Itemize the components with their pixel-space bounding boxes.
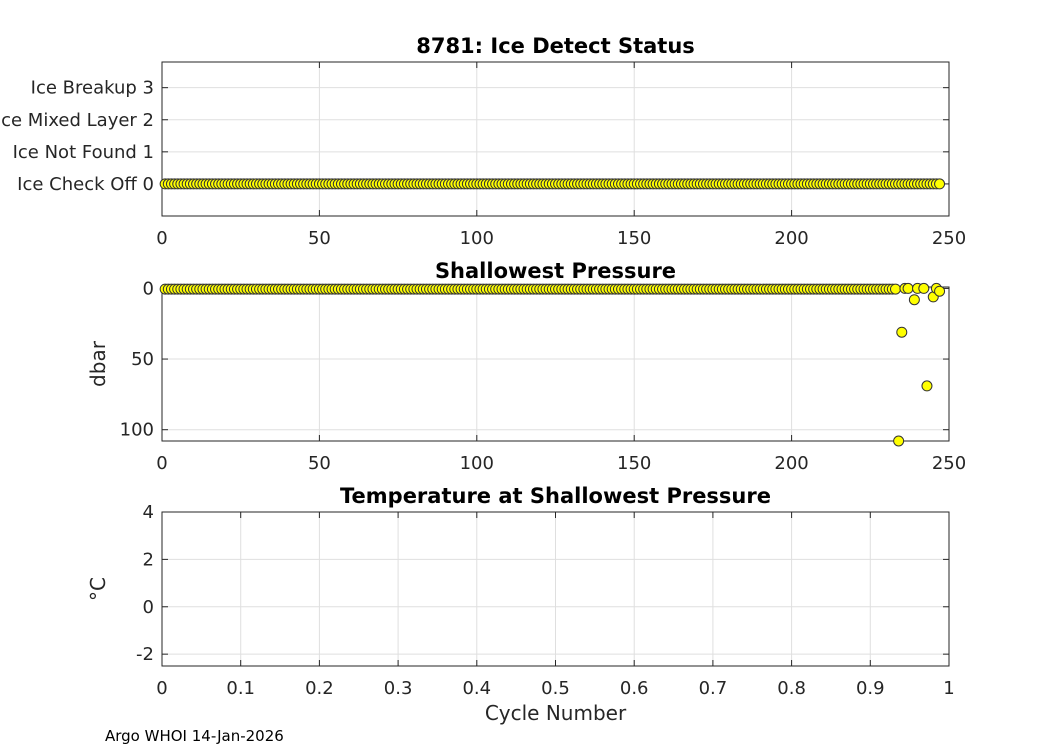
subplot-1: 0 50 100 150 200 250 Ice Check Off 0 Ice Not Fo… bbox=[0, 34, 966, 249]
y-tick-label: -2 bbox=[136, 644, 154, 665]
y-tick-label: 100 bbox=[120, 420, 154, 441]
y-tick-label: 2 bbox=[143, 549, 154, 570]
y-tick-label: 4 bbox=[143, 502, 154, 523]
x-tick-label: 0.1 bbox=[226, 678, 255, 699]
data-point bbox=[908, 294, 920, 306]
y-tick-label: 0 bbox=[143, 278, 154, 299]
x-tick-label: 0.9 bbox=[856, 678, 885, 699]
x-tick-label: 0 bbox=[156, 228, 167, 249]
subplot-3: 0 0.1 0.2 0.3 0.4 0.5 0.6 0.7 0.8 0.9 1-2024Temper… bbox=[86, 484, 955, 725]
chart-title: Shallowest Pressure bbox=[435, 259, 676, 283]
axes-frame bbox=[161, 61, 950, 217]
x-tick-label: 200 bbox=[774, 453, 808, 474]
subplot-2: 0 50 100 150 200 250 0 50 100 Shallowest Pressure… bbox=[86, 259, 966, 474]
x-tick-label: 0.4 bbox=[462, 678, 491, 699]
x-tick-label: 0 bbox=[156, 453, 167, 474]
x-tick-label: 0.2 bbox=[305, 678, 334, 699]
x-axis-label: Cycle Number bbox=[485, 701, 627, 725]
y-tick-label: Ice Not Found 1 bbox=[13, 142, 154, 163]
y-tick-label: 50 bbox=[131, 349, 154, 370]
y-axis-label: dbar bbox=[86, 340, 110, 387]
x-tick-label: 1 bbox=[943, 678, 954, 699]
x-tick-label: 0.3 bbox=[384, 678, 413, 699]
data-point bbox=[918, 282, 930, 294]
x-tick-label: 250 bbox=[932, 228, 966, 249]
chart-title: Temperature at Shallowest Pressure bbox=[340, 484, 771, 508]
data-point bbox=[896, 326, 908, 338]
x-tick-label: 0.5 bbox=[541, 678, 570, 699]
x-tick-label: 0.7 bbox=[699, 678, 728, 699]
chart-title: 8781: Ice Detect Status bbox=[416, 34, 695, 58]
y-axis-label: °C bbox=[86, 577, 110, 601]
y-tick-label: Ice Mixed Layer 2 bbox=[0, 110, 154, 131]
x-tick-label: 100 bbox=[460, 453, 494, 474]
x-tick-label: 0.8 bbox=[777, 678, 806, 699]
data-point bbox=[921, 380, 933, 392]
y-tick-label: Ice Check Off 0 bbox=[17, 174, 154, 195]
data-point bbox=[889, 283, 901, 295]
x-tick-label: 200 bbox=[774, 228, 808, 249]
footer-credit: Argo WHOI 14-Jan-2026 bbox=[105, 727, 284, 745]
data-point bbox=[893, 435, 905, 447]
x-tick-label: 50 bbox=[308, 453, 331, 474]
y-tick-label: Ice Breakup 3 bbox=[31, 78, 154, 99]
x-tick-label: 0.6 bbox=[620, 678, 649, 699]
y-tick-label: 0 bbox=[143, 597, 154, 618]
x-tick-label: 100 bbox=[460, 228, 494, 249]
x-tick-label: 150 bbox=[617, 453, 651, 474]
x-tick-label: 150 bbox=[617, 228, 651, 249]
data-point bbox=[902, 282, 914, 294]
x-tick-label: 250 bbox=[932, 453, 966, 474]
data-point bbox=[934, 178, 946, 190]
data-point bbox=[934, 285, 946, 297]
x-tick-label: 50 bbox=[308, 228, 331, 249]
x-tick-label: 0 bbox=[156, 678, 167, 699]
